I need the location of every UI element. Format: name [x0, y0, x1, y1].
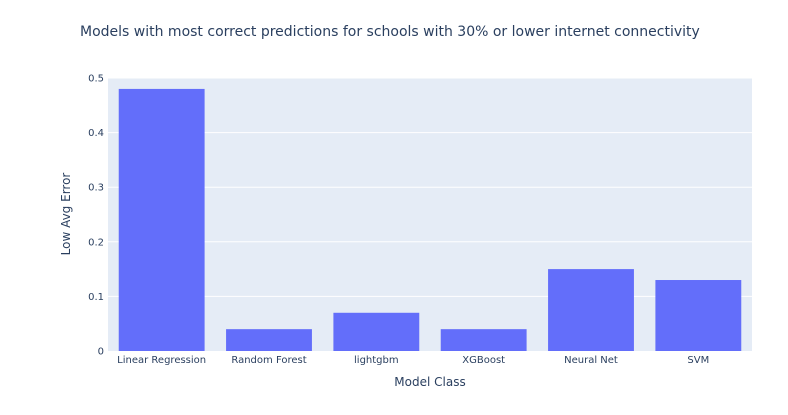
y-tick-label: 0.4: [88, 128, 104, 139]
x-tick-label: Linear Regression: [117, 355, 206, 366]
bars: [118, 88, 742, 352]
x-tick-label: Neural Net: [564, 355, 618, 366]
y-tick-label: 0.5: [88, 74, 104, 85]
y-axis-ticks: 0 0.1 0.2 0.3 0.4 0.5: [88, 74, 104, 358]
y-tick-label: 0.1: [88, 292, 104, 303]
y-tick-label: 0: [98, 347, 104, 358]
x-tick-label: lightgbm: [354, 355, 399, 366]
bar-svm[interactable]: [655, 280, 742, 351]
y-tick-label: 0.2: [88, 237, 104, 248]
chart-title: Models with most correct predictions for…: [80, 24, 700, 40]
x-tick-label: XGBoost: [462, 355, 505, 366]
plot-area: [108, 78, 752, 351]
x-axis-ticks: Linear Regression Random Forest lightgbm XG…: [117, 355, 709, 366]
bar-linear-regression[interactable]: [118, 88, 205, 352]
bar-neural-net[interactable]: [548, 269, 634, 351]
bar-xgboost[interactable]: [440, 329, 527, 351]
y-axis-title: Low Avg Error: [59, 173, 73, 256]
x-axis-title: Model Class: [394, 375, 465, 389]
bar-random-forest[interactable]: [226, 329, 312, 351]
bar-lightgbm[interactable]: [333, 312, 420, 351]
x-tick-label: Random Forest: [231, 355, 306, 366]
y-tick-label: 0.3: [88, 183, 104, 194]
x-tick-label: SVM: [687, 355, 709, 366]
grid-lines: [108, 77, 752, 297]
